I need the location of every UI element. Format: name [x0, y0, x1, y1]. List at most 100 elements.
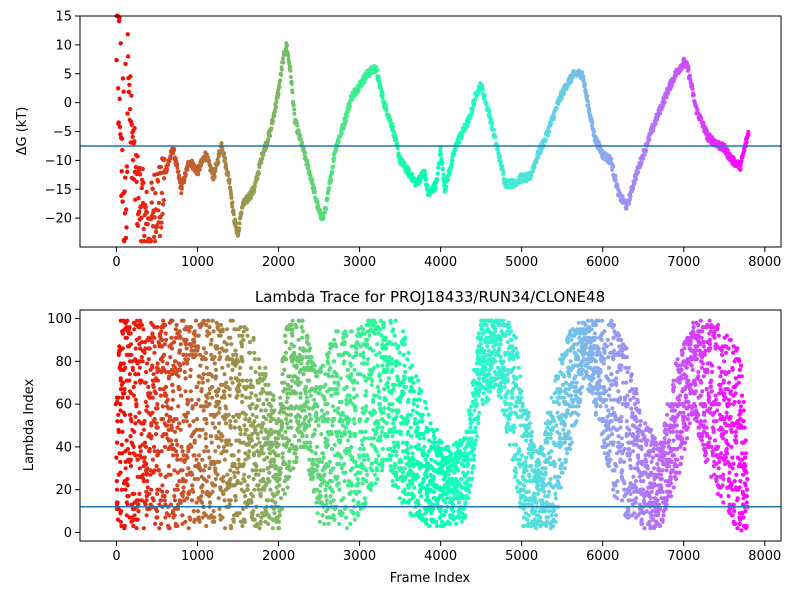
bottom-data-point: [222, 457, 227, 462]
bottom-data-point: [365, 453, 370, 458]
bottom-data-point: [218, 355, 223, 360]
bottom-data-point: [369, 483, 374, 488]
bottom-data-point: [227, 438, 232, 443]
top-data-point: [391, 125, 395, 129]
bottom-data-point: [426, 412, 431, 417]
bottom-data-point: [390, 402, 395, 407]
top-data-point: [281, 60, 286, 65]
bottom-data-point: [218, 333, 223, 338]
bottom-data-point: [138, 449, 143, 454]
bottom-data-point: [175, 523, 180, 529]
bottom-data-point: [195, 346, 200, 351]
bottom-data-point: [143, 380, 148, 385]
bottom-data-point: [312, 363, 317, 368]
bottom-data-point: [392, 333, 397, 338]
bottom-data-point: [377, 402, 382, 407]
bottom-data-point: [273, 429, 278, 434]
top-data-point: [153, 229, 159, 234]
bottom-data-point: [467, 489, 472, 494]
bottom-data-point: [304, 395, 309, 400]
bottom-data-point: [329, 432, 334, 437]
bottom-data-point: [212, 519, 217, 524]
bottom-data-point: [192, 453, 197, 458]
top-data-point: [620, 194, 625, 199]
bottom-data-point: [331, 513, 336, 518]
bottom-data-point: [377, 372, 382, 377]
top-data-point: [441, 172, 446, 177]
bottom-data-point: [193, 318, 199, 323]
bottom-data-point: [338, 376, 343, 381]
bottom-data-point: [224, 327, 230, 332]
bottom-data-point: [185, 361, 190, 366]
bottom-data-point: [127, 325, 132, 330]
bottom-data-point: [362, 496, 367, 501]
bottom-data-point: [403, 369, 408, 375]
bottom-data-point: [163, 515, 168, 520]
top-data-point: [327, 186, 332, 191]
top-data-point: [124, 207, 129, 212]
bottom-data-point: [323, 487, 328, 492]
bottom-data-point: [228, 498, 233, 503]
top-data-point: [289, 82, 294, 86]
bottom-data-point: [224, 348, 229, 353]
bottom-data-point: [169, 425, 174, 430]
bottom-data-point: [402, 363, 407, 368]
bottom-data-point: [188, 517, 193, 522]
top-data-point: [740, 155, 745, 160]
top-data-point: [306, 164, 311, 169]
bottom-data-point: [294, 446, 299, 452]
bottom-data-point: [329, 393, 334, 398]
bottom-data-point: [183, 479, 188, 484]
top-data-point: [277, 85, 282, 90]
top-data-point: [639, 160, 644, 165]
bottom-data-point: [276, 519, 282, 524]
bottom-data-point: [200, 483, 205, 488]
bottom-data-point: [264, 397, 269, 402]
bottom-data-point: [226, 412, 231, 417]
top-data-point: [581, 74, 586, 79]
bottom-data-point: [181, 485, 186, 490]
top-data-point: [569, 79, 574, 84]
bottom-data-point: [242, 472, 247, 477]
top-data-point: [440, 160, 445, 165]
top-data-point: [231, 208, 236, 213]
bottom-data-point: [160, 359, 165, 364]
bottom-data-point: [209, 440, 214, 445]
top-data-point: [500, 167, 505, 172]
top-data-point: [233, 224, 238, 229]
top-data-point: [380, 93, 385, 97]
bottom-data-point: [296, 337, 301, 342]
bottom-data-point: [225, 342, 230, 347]
top-data-point: [276, 92, 281, 97]
bottom-data-point: [360, 481, 365, 486]
bottom-data-point: [415, 425, 420, 430]
top-data-point: [552, 115, 557, 120]
bottom-data-point: [265, 455, 270, 460]
top-data-point: [140, 166, 145, 172]
bottom-data-point: [217, 459, 222, 464]
bottom-data-point: [405, 357, 410, 362]
bottom-data-point: [303, 414, 309, 419]
top-data-point: [305, 159, 310, 164]
top-data-point: [159, 225, 164, 230]
bottom-data-point: [426, 498, 431, 503]
bottom-data-point: [162, 342, 167, 347]
bottom-data-point: [146, 357, 151, 362]
bottom-data-point: [339, 455, 344, 460]
bottom-data-point: [159, 521, 164, 527]
bottom-data-point: [133, 397, 138, 402]
bottom-data-point: [325, 438, 330, 443]
bottom-data-point: [388, 457, 393, 462]
bottom-data-point: [124, 335, 129, 340]
bottom-data-point: [271, 393, 276, 398]
bottom-data-point: [406, 451, 411, 456]
bottom-data-point: [353, 404, 358, 409]
bottom-data-point: [232, 470, 237, 475]
bottom-data-point: [177, 348, 183, 353]
bottom-data-point: [155, 361, 160, 366]
bottom-data-point: [178, 500, 183, 505]
bottom-data-point: [474, 434, 480, 439]
bottom-data-point: [314, 410, 319, 415]
bottom-data-point: [334, 374, 339, 379]
bottom-data-point: [164, 337, 169, 342]
